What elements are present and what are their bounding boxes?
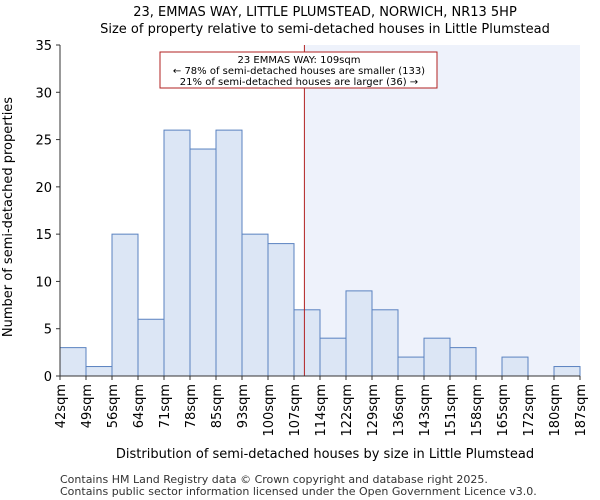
y-tick-label: 30	[35, 86, 52, 101]
bars-group	[59, 129, 581, 377]
bar-136sqm	[397, 356, 425, 377]
x-tick-label: 42sqm	[54, 384, 69, 428]
bar-56sqm	[111, 233, 139, 377]
annotation-line1: 23 EMMAS WAY: 109sqm	[238, 55, 361, 66]
x-tick-label: 71sqm	[158, 384, 173, 428]
chart-title-line1: 23, EMMAS WAY, LITTLE PLUMSTEAD, NORWICH…	[133, 5, 517, 20]
y-tick-labels: 0 5 10 15 20 25 30 35	[35, 39, 52, 385]
y-tick-label: 25	[35, 134, 52, 149]
x-tick-label: 85sqm	[210, 384, 225, 428]
y-tick-label: 20	[35, 181, 52, 196]
bar-114sqm	[319, 337, 347, 377]
annotation-box	[159, 51, 438, 89]
y-tick-label: 35	[35, 39, 52, 54]
x-tick-label: 165sqm	[496, 384, 511, 437]
bar-122sqm	[345, 290, 373, 377]
x-tick-label: 180sqm	[548, 384, 563, 437]
x-tick-label: 93sqm	[236, 384, 251, 428]
bar-100sqm	[267, 243, 295, 377]
bar-85sqm	[215, 129, 243, 377]
x-tick-label: 136sqm	[392, 384, 407, 437]
y-tick-label: 0	[44, 370, 52, 385]
bar-64sqm	[137, 318, 165, 377]
bar-71sqm	[163, 129, 191, 377]
x-tick-label: 172sqm	[522, 384, 537, 437]
bar-78sqm	[189, 148, 217, 377]
y-tick-label: 15	[35, 228, 52, 243]
footer-line2: Contains public sector information licen…	[60, 485, 537, 498]
x-tick-label: 64sqm	[132, 384, 147, 428]
x-tick-label: 107sqm	[288, 384, 303, 437]
annotation-line2: ← 78% of semi-detached houses are smalle…	[173, 66, 425, 77]
bar-151sqm	[449, 347, 477, 377]
bar-129sqm	[371, 309, 399, 377]
x-tick-label: 114sqm	[314, 384, 329, 437]
footer-line1: Contains HM Land Registry data © Crown c…	[60, 473, 488, 486]
x-tick-label: 143sqm	[418, 384, 433, 437]
x-tick-label: 151sqm	[444, 384, 459, 437]
x-tick-label: 78sqm	[184, 384, 199, 428]
x-tick-label: 56sqm	[106, 384, 121, 428]
bar-107sqm	[293, 309, 321, 377]
bar-143sqm	[423, 337, 451, 377]
x-tick-label: 122sqm	[340, 384, 355, 437]
annotation-line3: 21% of semi-detached houses are larger (…	[180, 77, 418, 88]
bar-42sqm	[59, 347, 87, 377]
bar-165sqm	[501, 356, 529, 377]
x-tick-label: 158sqm	[470, 384, 485, 437]
x-tick-label: 100sqm	[262, 384, 277, 437]
x-tick-labels: 42sqm 49sqm 56sqm 64sqm 71sqm 78sqm 85sqm 93sqm…	[54, 384, 589, 437]
y-axis-label: Number of semi-detached properties	[1, 97, 16, 337]
axes-group	[56, 44, 581, 380]
bar-49sqm	[85, 366, 113, 377]
bar-93sqm	[241, 233, 269, 377]
x-tick-label: 187sqm	[574, 384, 589, 437]
chart-title-line2: Size of property relative to semi-detach…	[100, 22, 550, 37]
x-tick-label: 129sqm	[366, 384, 381, 437]
x-tick-label: 49sqm	[80, 384, 95, 428]
y-tick-label: 10	[35, 275, 52, 290]
x-axis-label: Distribution of semi-detached houses by …	[116, 447, 534, 462]
y-tick-label: 5	[44, 323, 52, 338]
bar-180sqm	[553, 366, 581, 377]
